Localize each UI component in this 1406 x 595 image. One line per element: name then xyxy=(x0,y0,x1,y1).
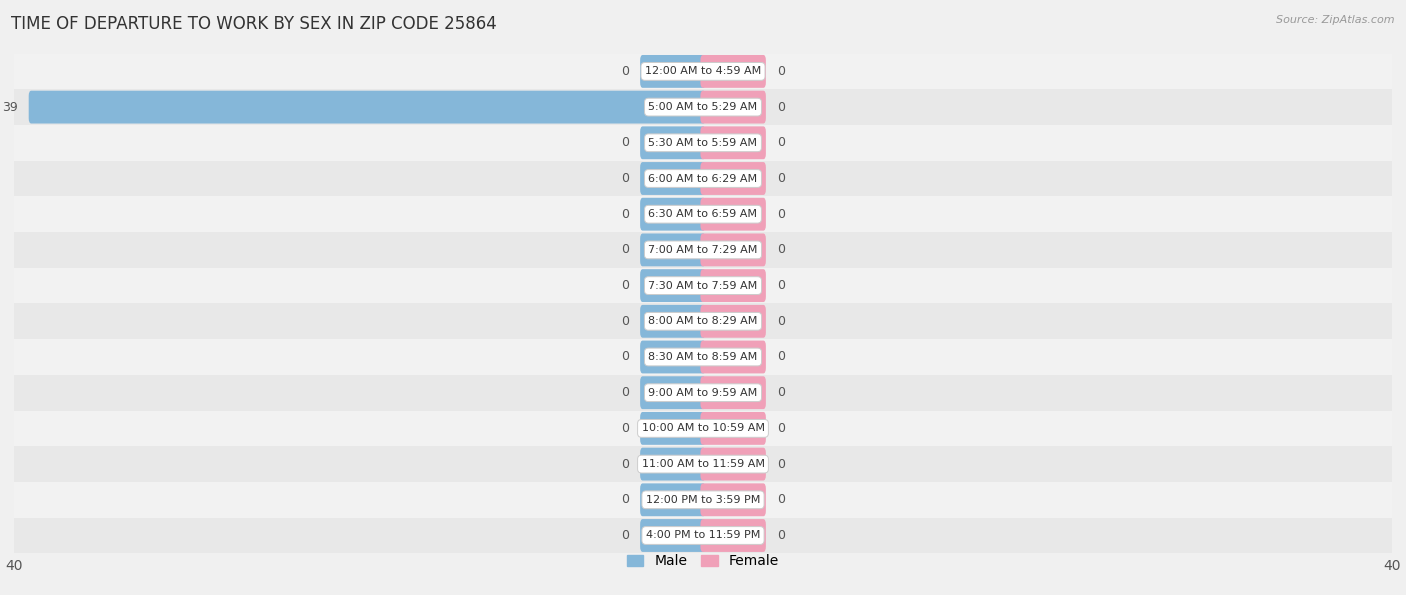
Text: 8:00 AM to 8:29 AM: 8:00 AM to 8:29 AM xyxy=(648,317,758,326)
FancyBboxPatch shape xyxy=(700,233,766,267)
Text: 0: 0 xyxy=(778,529,785,542)
Text: 0: 0 xyxy=(778,65,785,78)
Bar xyxy=(14,411,1392,446)
Bar xyxy=(14,196,1392,232)
FancyBboxPatch shape xyxy=(640,483,706,516)
FancyBboxPatch shape xyxy=(640,305,706,338)
Text: 0: 0 xyxy=(778,422,785,435)
Text: Source: ZipAtlas.com: Source: ZipAtlas.com xyxy=(1277,15,1395,25)
FancyBboxPatch shape xyxy=(640,55,706,88)
Text: 0: 0 xyxy=(778,386,785,399)
Text: 0: 0 xyxy=(778,208,785,221)
Text: 0: 0 xyxy=(778,136,785,149)
Bar xyxy=(14,161,1392,196)
FancyBboxPatch shape xyxy=(700,126,766,159)
Text: 7:30 AM to 7:59 AM: 7:30 AM to 7:59 AM xyxy=(648,281,758,290)
Text: 0: 0 xyxy=(778,243,785,256)
FancyBboxPatch shape xyxy=(700,483,766,516)
Text: 12:00 AM to 4:59 AM: 12:00 AM to 4:59 AM xyxy=(645,67,761,76)
FancyBboxPatch shape xyxy=(640,233,706,267)
Text: 0: 0 xyxy=(621,493,628,506)
Text: 11:00 AM to 11:59 AM: 11:00 AM to 11:59 AM xyxy=(641,459,765,469)
Text: 6:00 AM to 6:29 AM: 6:00 AM to 6:29 AM xyxy=(648,174,758,183)
Bar xyxy=(14,232,1392,268)
Text: 0: 0 xyxy=(621,422,628,435)
Text: 0: 0 xyxy=(621,458,628,471)
Bar xyxy=(14,339,1392,375)
FancyBboxPatch shape xyxy=(640,447,706,481)
Bar xyxy=(14,125,1392,161)
Text: 0: 0 xyxy=(778,350,785,364)
Text: 0: 0 xyxy=(621,136,628,149)
Text: 0: 0 xyxy=(621,208,628,221)
Text: 10:00 AM to 10:59 AM: 10:00 AM to 10:59 AM xyxy=(641,424,765,433)
Bar xyxy=(14,446,1392,482)
Text: 8:30 AM to 8:59 AM: 8:30 AM to 8:59 AM xyxy=(648,352,758,362)
FancyBboxPatch shape xyxy=(640,269,706,302)
Text: 0: 0 xyxy=(621,315,628,328)
Text: 9:00 AM to 9:59 AM: 9:00 AM to 9:59 AM xyxy=(648,388,758,397)
Bar xyxy=(14,89,1392,125)
Text: 0: 0 xyxy=(621,65,628,78)
FancyBboxPatch shape xyxy=(640,198,706,231)
Text: 4:00 PM to 11:59 PM: 4:00 PM to 11:59 PM xyxy=(645,531,761,540)
FancyBboxPatch shape xyxy=(28,90,706,124)
Text: 5:00 AM to 5:29 AM: 5:00 AM to 5:29 AM xyxy=(648,102,758,112)
FancyBboxPatch shape xyxy=(640,376,706,409)
Text: TIME OF DEPARTURE TO WORK BY SEX IN ZIP CODE 25864: TIME OF DEPARTURE TO WORK BY SEX IN ZIP … xyxy=(11,15,496,33)
Text: 0: 0 xyxy=(778,315,785,328)
Bar xyxy=(14,268,1392,303)
FancyBboxPatch shape xyxy=(700,305,766,338)
FancyBboxPatch shape xyxy=(640,162,706,195)
FancyBboxPatch shape xyxy=(640,126,706,159)
Bar xyxy=(14,518,1392,553)
Bar xyxy=(14,303,1392,339)
Bar xyxy=(14,375,1392,411)
FancyBboxPatch shape xyxy=(640,340,706,374)
Text: 0: 0 xyxy=(621,386,628,399)
Text: 0: 0 xyxy=(778,172,785,185)
Legend: Male, Female: Male, Female xyxy=(621,549,785,574)
FancyBboxPatch shape xyxy=(700,447,766,481)
Text: 39: 39 xyxy=(1,101,17,114)
FancyBboxPatch shape xyxy=(640,519,706,552)
Text: 12:00 PM to 3:59 PM: 12:00 PM to 3:59 PM xyxy=(645,495,761,505)
Text: 6:30 AM to 6:59 AM: 6:30 AM to 6:59 AM xyxy=(648,209,758,219)
Text: 0: 0 xyxy=(621,172,628,185)
Text: 0: 0 xyxy=(778,458,785,471)
FancyBboxPatch shape xyxy=(700,340,766,374)
FancyBboxPatch shape xyxy=(700,55,766,88)
Bar xyxy=(14,54,1392,89)
Text: 0: 0 xyxy=(621,279,628,292)
Text: 0: 0 xyxy=(621,243,628,256)
Text: 5:30 AM to 5:59 AM: 5:30 AM to 5:59 AM xyxy=(648,138,758,148)
FancyBboxPatch shape xyxy=(700,162,766,195)
Bar xyxy=(14,482,1392,518)
FancyBboxPatch shape xyxy=(700,376,766,409)
Text: 0: 0 xyxy=(778,279,785,292)
FancyBboxPatch shape xyxy=(700,269,766,302)
FancyBboxPatch shape xyxy=(700,198,766,231)
FancyBboxPatch shape xyxy=(700,519,766,552)
Text: 0: 0 xyxy=(778,101,785,114)
Text: 0: 0 xyxy=(778,493,785,506)
Text: 0: 0 xyxy=(621,529,628,542)
FancyBboxPatch shape xyxy=(700,412,766,445)
Text: 7:00 AM to 7:29 AM: 7:00 AM to 7:29 AM xyxy=(648,245,758,255)
FancyBboxPatch shape xyxy=(640,412,706,445)
Text: 0: 0 xyxy=(621,350,628,364)
FancyBboxPatch shape xyxy=(700,90,766,124)
